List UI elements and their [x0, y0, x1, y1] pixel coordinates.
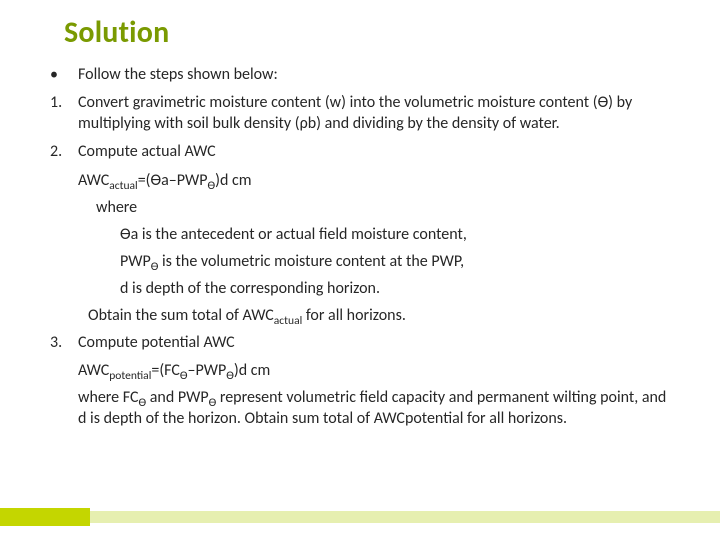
f2-sub2: Ө: [208, 179, 216, 193]
step-2-sum: Obtain the sum total of AWCactual for al…: [88, 306, 680, 325]
d2-pre: PWP: [120, 252, 151, 271]
f3-sub3: Ө: [226, 370, 234, 384]
step-2-def3: d is depth of the corresponding horizon.: [120, 279, 680, 298]
f3-sub2: Ө: [180, 370, 188, 384]
f2-sub1: actual: [109, 179, 137, 193]
intro-row: • Follow the steps shown below:: [50, 65, 680, 85]
step-3-formula: AWCpotential=(FCӨ–PWPӨ)d cm: [78, 361, 680, 380]
step-2: 2. Compute actual AWC: [50, 142, 680, 162]
step-1-number: 1.: [50, 93, 78, 113]
w3-mid: and PWP: [146, 388, 208, 407]
slide-title: Solution: [64, 14, 680, 51]
f3-sub1: potential: [109, 370, 151, 384]
step-3-lead: Compute potential AWC: [78, 333, 680, 353]
step-2-formula: AWCactual=(Өa–PWPӨ)d cm: [78, 171, 680, 190]
d2-post: is the volumetric moisture content at th…: [158, 252, 464, 271]
step-3: 3. Compute potential AWC: [50, 333, 680, 353]
step-2-number: 2.: [50, 142, 78, 162]
f2-post: )d cm: [215, 171, 251, 190]
footer-strip-light: [90, 511, 720, 523]
bullet-icon: •: [50, 65, 78, 85]
f3-pre: AWC: [78, 361, 109, 380]
step-2-lead: Compute actual AWC: [78, 142, 680, 162]
step-2-def1: Өa is the antecedent or actual field moi…: [120, 225, 680, 244]
sum-sub: actual: [274, 314, 302, 328]
footer-strip: [0, 508, 720, 526]
footer-strip-accent: [0, 508, 90, 526]
intro-text: Follow the steps shown below:: [78, 65, 680, 85]
step-3-where: where FCӨ and PWPӨ represent volumetric …: [78, 388, 680, 429]
f3-mid2: –PWP: [188, 361, 227, 380]
step-1-text: Convert gravimetric moisture content (w)…: [78, 93, 680, 134]
step-2-def2: PWPӨ is the volumetric moisture content …: [120, 252, 680, 271]
f2-pre: AWC: [78, 171, 109, 190]
sum-post: for all horizons.: [302, 306, 406, 325]
w3-pre: where FC: [78, 388, 139, 407]
step-1: 1. Convert gravimetric moisture content …: [50, 93, 680, 134]
sum-pre: Obtain the sum total of AWC: [88, 306, 274, 325]
f2-mid: =(Өa–PWP: [138, 171, 208, 190]
f3-post: )d cm: [234, 361, 270, 380]
step-3-number: 3.: [50, 333, 78, 353]
step-2-where: where: [96, 198, 680, 217]
f3-mid: =(FC: [151, 361, 180, 380]
d3-text: d is depth of the corresponding horizon.: [120, 279, 380, 298]
slide: Solution • Follow the steps shown below:…: [0, 0, 720, 540]
